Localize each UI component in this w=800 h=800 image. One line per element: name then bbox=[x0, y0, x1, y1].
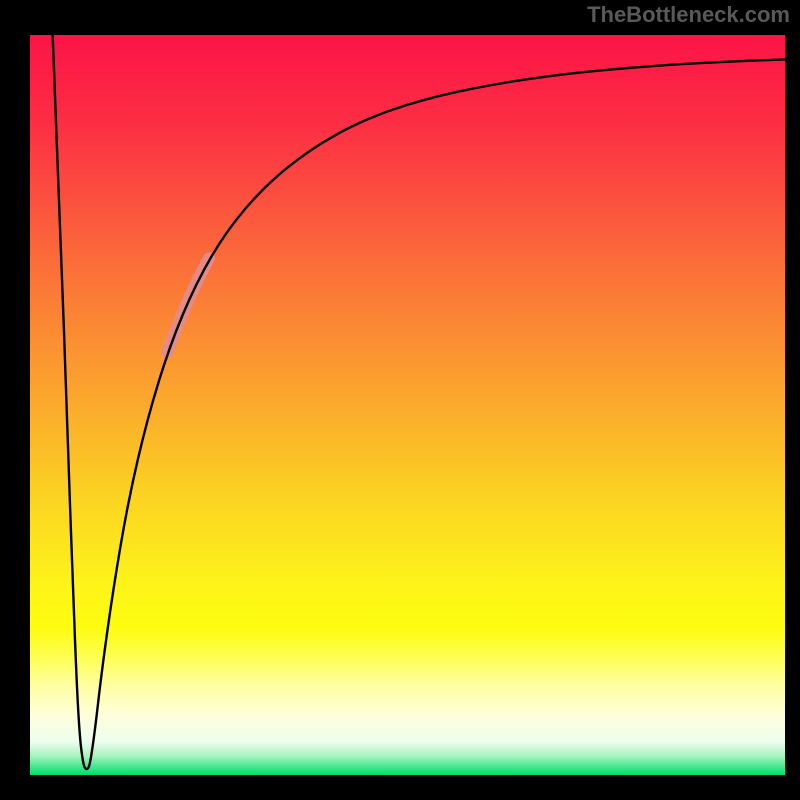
figure-container: TheBottleneck.com bbox=[0, 0, 800, 800]
attribution-watermark: TheBottleneck.com bbox=[587, 2, 790, 28]
gradient-background bbox=[30, 35, 785, 775]
plot-area bbox=[30, 35, 785, 775]
plot-svg bbox=[30, 35, 785, 775]
